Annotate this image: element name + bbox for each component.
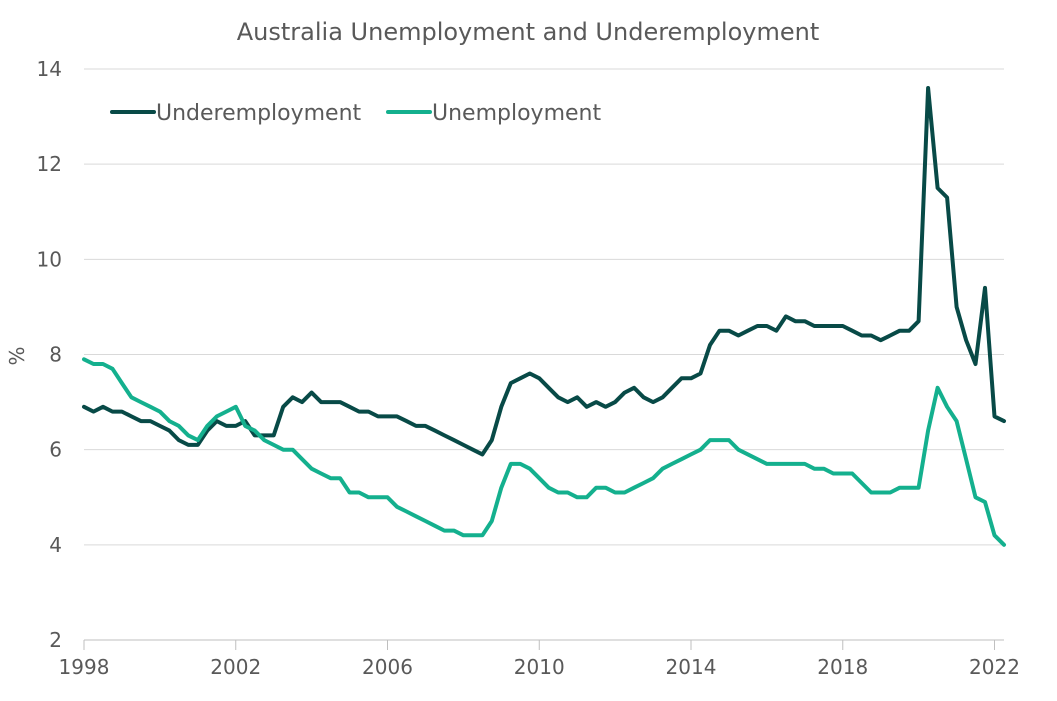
y-tick-label: 10 (37, 247, 62, 271)
y-tick-label: 4 (49, 533, 62, 557)
x-tick-label: 2002 (210, 655, 261, 679)
x-tick-label: 1998 (59, 655, 110, 679)
legend-label: Unemployment (432, 101, 601, 126)
y-axis: 2 4 6 8 10 12 14 (37, 57, 62, 652)
y-axis-label: % (5, 346, 29, 365)
y-tick-label: 12 (37, 152, 62, 176)
grid (84, 68, 1004, 641)
y-tick-label: 2 (49, 628, 62, 652)
x-tick-label: 2010 (514, 655, 565, 679)
x-tick-label: 2014 (666, 655, 717, 679)
x-tick-label: 2018 (817, 655, 868, 679)
x-tick-label: 2022 (969, 655, 1020, 679)
y-tick-label: 6 (49, 438, 62, 462)
series-line-1 (82, 357, 1006, 547)
x-axis: 1998 2002 2006 2010 2014 2018 2022 (59, 640, 1020, 679)
series (82, 86, 1006, 547)
x-tick-label: 2006 (362, 655, 413, 679)
y-tick-label: 14 (37, 57, 62, 81)
legend-label: Underemployment (156, 101, 362, 126)
y-tick-label: 8 (49, 343, 62, 367)
legend: Underemployment Unemployment (110, 101, 601, 126)
series-line-0 (82, 86, 1006, 457)
chart-title: Australia Unemployment and Underemployme… (237, 18, 820, 46)
